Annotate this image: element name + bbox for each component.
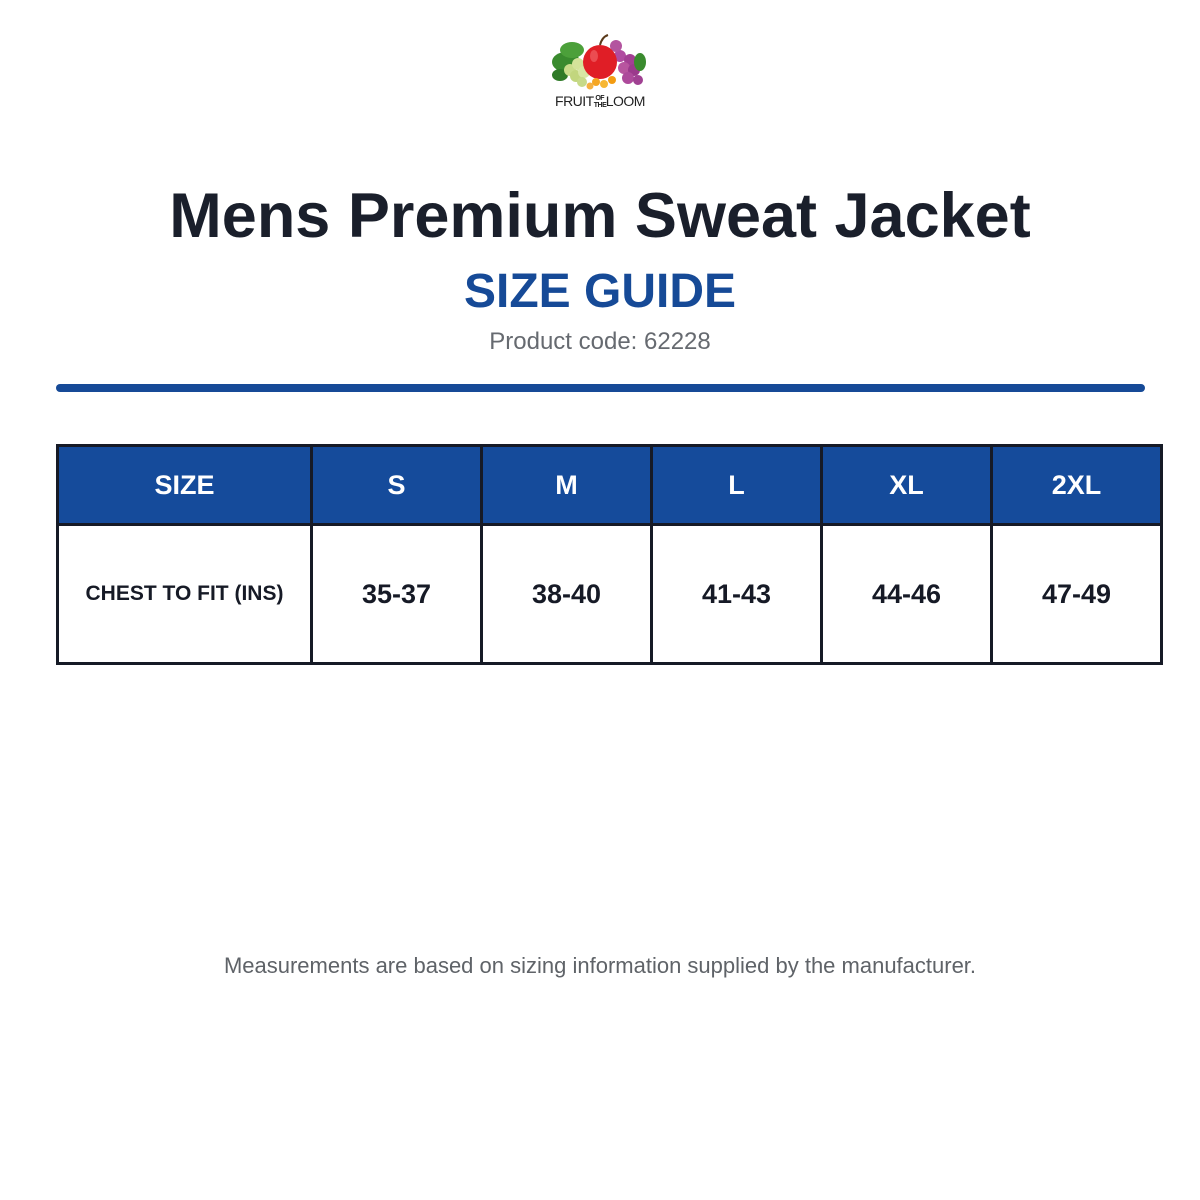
subtitle: SIZE GUIDE [463,265,737,318]
product-code: Product code: 62228 [489,328,711,355]
size-table: SIZE S M L XL 2XL CHEST TO FIT (INS) 35-37 38-40… [56,444,1163,665]
cell: 47-49 [990,523,1163,665]
fruit-cluster [552,34,646,90]
header-cell: L [650,444,823,526]
header-cell: M [480,444,653,526]
row-label: CHEST TO FIT (INS) [56,523,313,665]
cell: 35-37 [310,523,483,665]
footer-note: Measurements are based on sizing informa… [223,953,977,978]
header-row: SIZE S M L XL 2XL [56,444,1163,526]
header-cell: SIZE [56,444,313,526]
body-row: CHEST TO FIT (INS) 35-37 38-40 41-43 44-46 47… [56,523,1163,665]
title: Mens Premium Sweat Jacket [169,181,1031,251]
cell: 41-43 [650,523,823,665]
logo-small: OF THE [593,95,607,110]
logo-word: FRUIT [555,93,594,109]
header-cell: S [310,444,483,526]
header-cell: 2XL [990,444,1163,526]
logo-graphic [552,34,646,90]
divider [56,384,1145,392]
logo-text: FRUIT OF THELOOM [0,93,1200,109]
logo-word: LOOM [605,93,646,109]
cell: 44-46 [820,523,993,665]
logo-word: OF [595,95,605,103]
header-cell: XL [820,444,993,526]
logo-word: THE [593,102,607,110]
cell: 38-40 [480,523,653,665]
